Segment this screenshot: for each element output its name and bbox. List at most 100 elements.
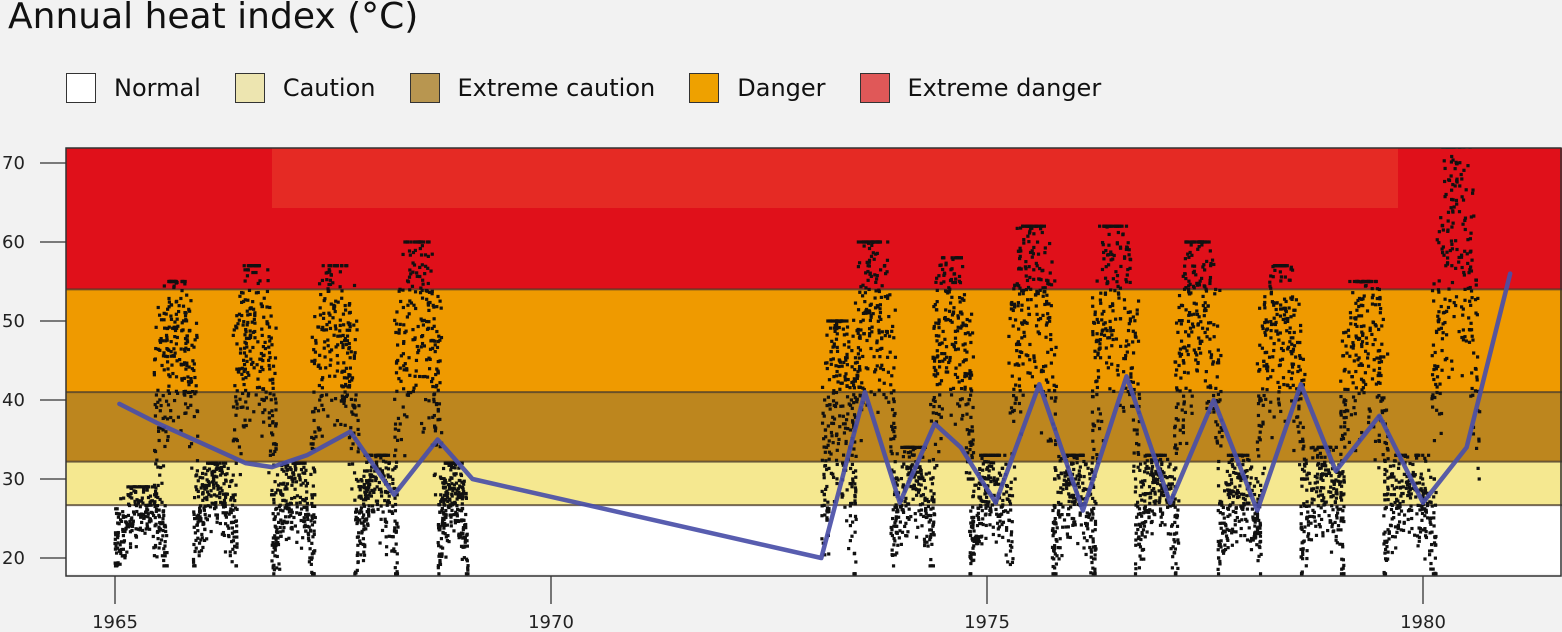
data-point	[1056, 545, 1060, 550]
data-point	[159, 318, 164, 322]
data-point	[1123, 357, 1127, 361]
data-point	[1090, 510, 1094, 514]
data-point	[299, 518, 303, 523]
data-point	[1098, 224, 1102, 228]
data-point	[1211, 360, 1215, 364]
data-point	[361, 516, 365, 520]
data-point	[455, 504, 459, 508]
data-point	[150, 499, 154, 503]
data-point	[362, 513, 366, 517]
data-point	[1234, 510, 1238, 515]
data-point	[1261, 326, 1265, 331]
data-point	[979, 535, 983, 539]
data-point	[459, 473, 464, 478]
data-point	[320, 278, 325, 283]
data-point	[930, 542, 934, 546]
data-point	[179, 347, 183, 351]
data-point	[1286, 347, 1290, 351]
data-point	[1052, 572, 1056, 576]
data-point	[831, 391, 836, 395]
data-point	[1125, 245, 1129, 249]
data-point	[1160, 512, 1165, 516]
data-point	[1109, 224, 1113, 228]
data-point	[1247, 526, 1251, 530]
data-point	[363, 518, 367, 522]
data-point	[927, 459, 932, 463]
data-point	[218, 461, 222, 465]
data-point	[306, 533, 311, 537]
data-point	[914, 488, 919, 492]
data-point	[833, 404, 838, 409]
data-point	[168, 374, 172, 379]
data-point	[1125, 273, 1129, 277]
data-point	[1150, 488, 1154, 493]
data-point	[966, 451, 970, 455]
data-point	[1070, 493, 1074, 497]
data-point	[413, 290, 418, 294]
data-point	[139, 515, 143, 519]
data-point	[179, 363, 184, 367]
data-point	[1200, 243, 1204, 247]
data-point	[287, 515, 291, 519]
data-point	[375, 502, 379, 507]
data-point	[963, 332, 967, 336]
data-point	[853, 551, 857, 555]
data-point	[920, 475, 924, 479]
data-point	[421, 278, 425, 282]
data-point	[449, 515, 453, 519]
data-point	[1078, 513, 1082, 517]
data-point	[1063, 474, 1067, 478]
data-point	[892, 366, 896, 370]
data-point	[220, 532, 224, 536]
data-point	[309, 529, 313, 533]
data-point	[401, 305, 405, 310]
data-point	[1027, 312, 1031, 317]
data-point	[449, 524, 453, 528]
data-point	[900, 530, 905, 534]
data-point	[932, 513, 937, 517]
data-point	[1174, 368, 1179, 372]
data-point	[976, 515, 981, 519]
data-point	[1037, 277, 1041, 281]
data-point	[282, 525, 286, 530]
data-point	[1187, 279, 1191, 283]
data-point	[1172, 551, 1176, 555]
data-point	[900, 445, 904, 449]
data-point	[440, 553, 444, 557]
data-point	[266, 279, 270, 283]
data-point	[856, 331, 860, 335]
band-group	[66, 148, 1562, 574]
data-point	[422, 240, 426, 244]
data-point	[332, 333, 336, 337]
data-point	[374, 478, 378, 483]
data-point	[1178, 428, 1182, 432]
data-point	[405, 393, 409, 397]
data-point	[321, 264, 325, 268]
data-point	[347, 303, 351, 307]
data-point	[1101, 250, 1106, 255]
data-point	[347, 373, 351, 377]
data-point	[221, 530, 226, 535]
data-point	[1044, 335, 1048, 339]
data-point	[381, 510, 385, 514]
data-point	[1091, 566, 1095, 570]
data-point	[466, 564, 470, 568]
data-point	[432, 317, 436, 321]
point-cluster-1973	[820, 319, 858, 576]
data-point	[1119, 344, 1123, 348]
data-point	[1290, 352, 1294, 356]
data-point	[944, 261, 948, 265]
data-point	[463, 545, 467, 549]
data-point	[1122, 409, 1126, 413]
data-point	[336, 343, 340, 347]
data-point	[1006, 539, 1011, 543]
data-point	[1067, 507, 1071, 511]
data-point	[331, 316, 335, 320]
data-point	[227, 512, 231, 516]
data-point	[265, 320, 269, 324]
data-point	[871, 312, 875, 316]
data-point	[334, 345, 338, 349]
data-point	[442, 503, 446, 507]
data-point	[874, 368, 878, 372]
data-point	[835, 327, 839, 331]
